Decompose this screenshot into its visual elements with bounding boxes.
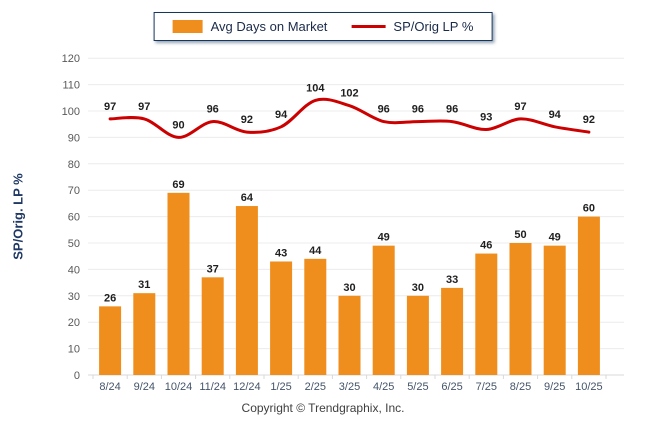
bar <box>577 216 600 375</box>
y-tick-label: 80 <box>68 159 80 171</box>
line-value-label: 96 <box>446 104 458 116</box>
x-tick-label: 10/25 <box>575 381 603 393</box>
line-value-label: 92 <box>241 114 253 126</box>
x-tick-label: 9/24 <box>134 381 155 393</box>
line-swatch-icon <box>351 25 386 28</box>
bar-value-label: 69 <box>172 179 184 191</box>
bar-value-label: 43 <box>275 247 287 259</box>
bar-value-label: 49 <box>549 232 561 244</box>
x-tick-label: 9/25 <box>544 381 565 393</box>
y-tick-label: 0 <box>74 370 80 382</box>
bar-value-label: 50 <box>514 229 526 241</box>
bar-value-label: 37 <box>207 263 219 275</box>
bar <box>338 295 361 375</box>
bar-value-label: 44 <box>309 245 322 257</box>
bar <box>509 243 532 375</box>
x-tick-label: 8/25 <box>510 381 531 393</box>
x-tick-label: 4/25 <box>373 381 394 393</box>
bar <box>167 192 190 375</box>
bar-swatch-icon <box>172 20 203 33</box>
bar <box>372 245 395 375</box>
line-value-label: 94 <box>275 109 288 121</box>
bar-value-label: 33 <box>446 274 458 286</box>
y-axis-title: SP/Orig. LP % <box>10 173 26 260</box>
x-tick-label: 11/24 <box>199 381 226 393</box>
line-value-label: 93 <box>480 111 492 123</box>
y-tick-label: 10 <box>68 344 80 356</box>
x-tick-label: 3/25 <box>339 381 360 393</box>
line-value-label: 92 <box>583 114 595 126</box>
line-value-label: 96 <box>207 104 219 116</box>
bar <box>441 287 464 375</box>
y-tick-label: 40 <box>68 264 80 276</box>
legend-line-label: SP/Orig LP % <box>393 19 474 34</box>
y-tick-label: 30 <box>68 291 80 303</box>
line-value-label: 104 <box>306 82 325 94</box>
y-tick-label: 90 <box>68 132 80 144</box>
y-tick-label: 100 <box>62 106 80 118</box>
line-value-label: 94 <box>549 109 562 121</box>
bar-value-label: 64 <box>241 192 254 204</box>
y-tick-label: 50 <box>68 238 80 250</box>
bar <box>475 253 498 375</box>
x-tick-label: 2/25 <box>305 381 326 393</box>
bar-value-label: 31 <box>138 279 150 291</box>
bar <box>406 295 429 375</box>
bar <box>235 206 258 375</box>
bar <box>543 245 566 375</box>
y-tick-label: 120 <box>62 53 80 65</box>
line-value-label: 90 <box>172 119 184 131</box>
y-tick-label: 110 <box>62 80 80 92</box>
y-tick-label: 20 <box>68 317 80 329</box>
bar-value-label: 30 <box>343 282 355 294</box>
x-tick-label: 6/25 <box>441 381 462 393</box>
bar <box>304 258 327 375</box>
x-tick-label: 7/25 <box>476 381 497 393</box>
line-value-label: 96 <box>412 104 424 116</box>
trend-line <box>108 97 591 139</box>
bar-value-label: 30 <box>412 282 424 294</box>
bar-value-label: 49 <box>378 232 390 244</box>
y-tick-label: 70 <box>68 185 80 197</box>
x-tick-label: 8/24 <box>99 381 120 393</box>
line-value-label: 97 <box>104 101 116 113</box>
bar-value-label: 60 <box>583 203 595 215</box>
bar <box>201 277 224 375</box>
legend-item-line: SP/Orig LP % <box>351 19 473 34</box>
bar-value-label: 26 <box>104 292 116 304</box>
x-tick-label: 12/24 <box>233 381 261 393</box>
copyright-text: Copyright © Trendgraphix, Inc. <box>241 401 405 415</box>
x-tick-label: 1/25 <box>270 381 291 393</box>
line-value-label: 102 <box>340 88 358 100</box>
bar <box>270 261 293 375</box>
line-value-label: 97 <box>138 101 150 113</box>
chart-legend: Avg Days on Market SP/Orig LP % <box>153 12 493 41</box>
x-tick-label: 10/24 <box>165 381 193 393</box>
legend-bar-label: Avg Days on Market <box>210 19 328 34</box>
bar <box>133 293 156 375</box>
y-tick-label: 60 <box>68 212 80 224</box>
bar-value-label: 46 <box>480 240 492 252</box>
line-value-label: 96 <box>378 104 390 116</box>
line-value-label: 97 <box>514 101 526 113</box>
legend-item-bar: Avg Days on Market <box>172 19 328 34</box>
bar <box>99 306 122 375</box>
x-tick-label: 5/25 <box>407 381 428 393</box>
